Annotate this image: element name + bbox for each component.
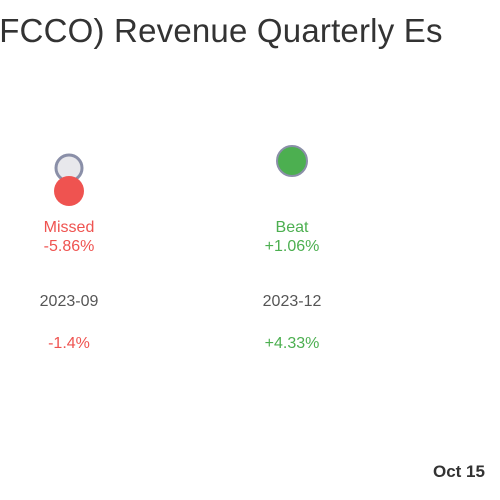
footer-date: Oct 15	[433, 462, 485, 481]
change-percent: +4.33%	[265, 335, 320, 352]
chart-title: (FCCO) Revenue Quarterly Es	[0, 12, 443, 49]
actual-marker-beat	[276, 145, 308, 177]
surprise-percent: -5.86%	[44, 238, 95, 255]
result-label: Beat	[276, 219, 309, 236]
change-percent: -1.4%	[48, 335, 90, 352]
actual-marker-missed	[54, 176, 84, 206]
result-label: Missed	[44, 219, 95, 236]
surprise-percent: +1.06%	[265, 238, 320, 255]
period-label: 2023-09	[40, 293, 99, 310]
period-label: 2023-12	[263, 293, 322, 310]
